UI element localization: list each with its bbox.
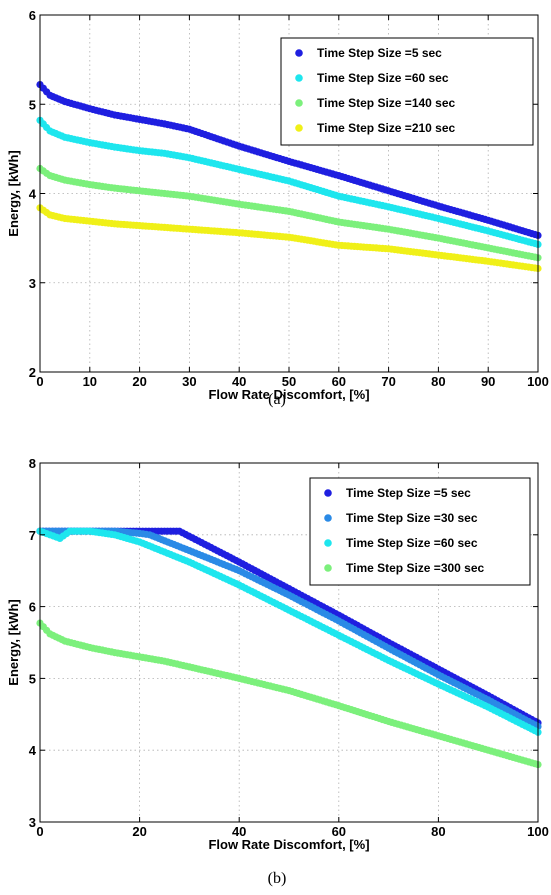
x-axis-label: Flow Rate Discomfort, [%]: [208, 387, 369, 402]
legend-marker: [324, 514, 332, 522]
legend: Time Step Size =5 sec Time Step Size =60 …: [280, 37, 534, 146]
x-tick-label: 70: [381, 374, 395, 389]
y-tick-label: 2: [29, 365, 36, 380]
y-tick-label: 5: [29, 671, 36, 686]
x-tick-label: 100: [527, 374, 549, 389]
y-tick-label: 6: [29, 600, 36, 615]
chart-panel-a: 0 10 20 30 40 50 60 70 80 90 100 2 3 4 5 6 Flow Rate Dis…: [6, 8, 549, 408]
x-tick-label: 40: [232, 374, 246, 389]
y-axis-label: Energy, [kWh]: [6, 599, 21, 685]
x-tick-label: 90: [481, 374, 495, 389]
y-tick-label: 4: [29, 187, 37, 202]
legend-box: [309, 477, 531, 586]
legend-entry: Time Step Size =60 sec: [317, 71, 449, 85]
legend-entry: Time Step Size =60 sec: [346, 536, 478, 550]
x-tick-label: 0: [36, 824, 43, 839]
series-3: [36, 527, 542, 736]
legend-marker: [295, 49, 303, 57]
figure-caption: (a): [268, 391, 286, 408]
series-1: [36, 81, 542, 239]
y-tick-label: 3: [29, 276, 36, 291]
legend-entry: Time Step Size =140 sec: [317, 96, 456, 110]
legend-marker: [295, 124, 303, 132]
x-tick-label: 80: [431, 824, 445, 839]
x-tick-label: 60: [332, 824, 346, 839]
y-tick-label: 3: [29, 815, 36, 830]
series-2: [36, 527, 542, 731]
legend-marker: [324, 489, 332, 497]
series-4: [36, 619, 542, 769]
x-tick-label: 50: [282, 374, 296, 389]
series-2: [36, 116, 542, 248]
legend-marker: [324, 564, 332, 572]
legend-entry: Time Step Size =300 sec: [346, 561, 485, 575]
series-3: [36, 164, 542, 262]
legend-marker: [324, 539, 332, 547]
x-tick-label: 20: [132, 374, 146, 389]
y-tick-label: 6: [29, 8, 36, 23]
y-axis-label: Energy, [kWh]: [6, 150, 21, 236]
x-tick-label: 40: [232, 824, 246, 839]
series-4: [36, 204, 542, 273]
x-tick-label: 20: [132, 824, 146, 839]
y-tick-label: 4: [29, 743, 37, 758]
legend-box: [280, 37, 534, 146]
legend-marker: [295, 99, 303, 107]
legend: Time Step Size =5 sec Time Step Size =30 …: [309, 477, 531, 586]
x-tick-label: 0: [36, 374, 43, 389]
figure-caption: (b): [268, 870, 287, 887]
plot-frame: [39, 462, 539, 823]
legend-marker: [295, 74, 303, 82]
x-tick-label: 80: [431, 374, 445, 389]
legend-entry: Time Step Size =5 sec: [317, 46, 442, 60]
chart-panel-b: 0 20 40 60 80 100 3 4 5 6 7 8 Flow Rate Discomfort, …: [6, 456, 549, 887]
y-tick-label: 7: [29, 528, 36, 543]
x-tick-label: 60: [332, 374, 346, 389]
x-tick-label: 100: [527, 824, 549, 839]
legend-entry: Time Step Size =210 sec: [317, 121, 456, 135]
legend-entry: Time Step Size =30 sec: [346, 511, 478, 525]
y-tick-label: 5: [29, 97, 36, 112]
y-tick-label: 8: [29, 456, 36, 471]
legend-entry: Time Step Size =5 sec: [346, 486, 471, 500]
x-tick-label: 10: [83, 374, 97, 389]
x-tick-label: 30: [182, 374, 196, 389]
x-axis-label: Flow Rate Discomfort, [%]: [208, 837, 369, 852]
